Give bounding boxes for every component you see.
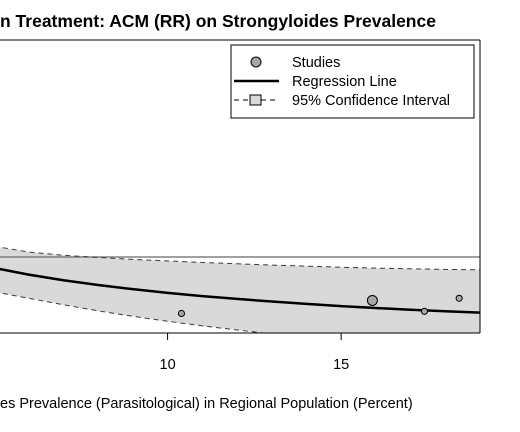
- legend-regression-label: Regression Line: [292, 74, 397, 90]
- regression-line: [0, 267, 480, 314]
- legend: Studies Regression Line 95% Confidence I…: [230, 44, 475, 119]
- x-tick-label-15: 15: [333, 357, 349, 373]
- x-axis-label: es Prevalence (Parasitological) in Regio…: [0, 396, 413, 412]
- ci-upper-line: [0, 246, 480, 271]
- legend-ci-label: 95% Confidence Interval: [292, 93, 450, 109]
- legend-studies-label: Studies: [292, 55, 340, 71]
- study-point-1: [177, 309, 186, 318]
- study-point-2: [366, 294, 378, 306]
- study-point-3: [420, 307, 429, 315]
- ci-lower-line: [0, 292, 269, 333]
- ci-band: [0, 247, 480, 333]
- legend-studies-marker: [250, 56, 262, 68]
- plot-area: [0, 246, 480, 333]
- study-points: [177, 294, 463, 318]
- study-point-4: [455, 294, 463, 302]
- x-axis: 10 15: [160, 333, 349, 373]
- chart-title: n Treatment: ACM (RR) on Strongyloides P…: [0, 11, 436, 31]
- x-tick-label-10: 10: [160, 357, 176, 373]
- legend-ci-marker-box: [249, 94, 262, 106]
